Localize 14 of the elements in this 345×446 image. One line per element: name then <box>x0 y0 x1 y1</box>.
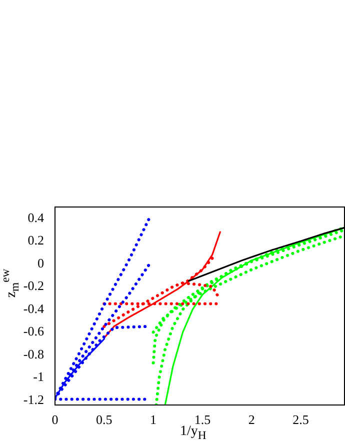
y-tick-label: -0.8 <box>23 346 44 362</box>
y-tick-label: -0.2 <box>23 278 44 294</box>
y-tick-label: -0.6 <box>23 324 44 339</box>
y-tick-label: -0.4 <box>23 300 44 316</box>
x-tick-label: 2 <box>248 412 255 428</box>
y-tick-label: 0.4 <box>28 210 44 225</box>
x-tick-label: 2.5 <box>292 412 309 428</box>
y-tick-label: 0.2 <box>28 232 44 248</box>
y-tick-label: 0 <box>38 255 44 270</box>
y-tick-label: -1 <box>33 369 44 384</box>
x-tick-label: 0 <box>52 412 58 428</box>
y-tick-label: -1.2 <box>23 392 44 407</box>
x-tick-label: 1 <box>150 412 157 428</box>
x-tick-label: 0.5 <box>96 412 112 428</box>
